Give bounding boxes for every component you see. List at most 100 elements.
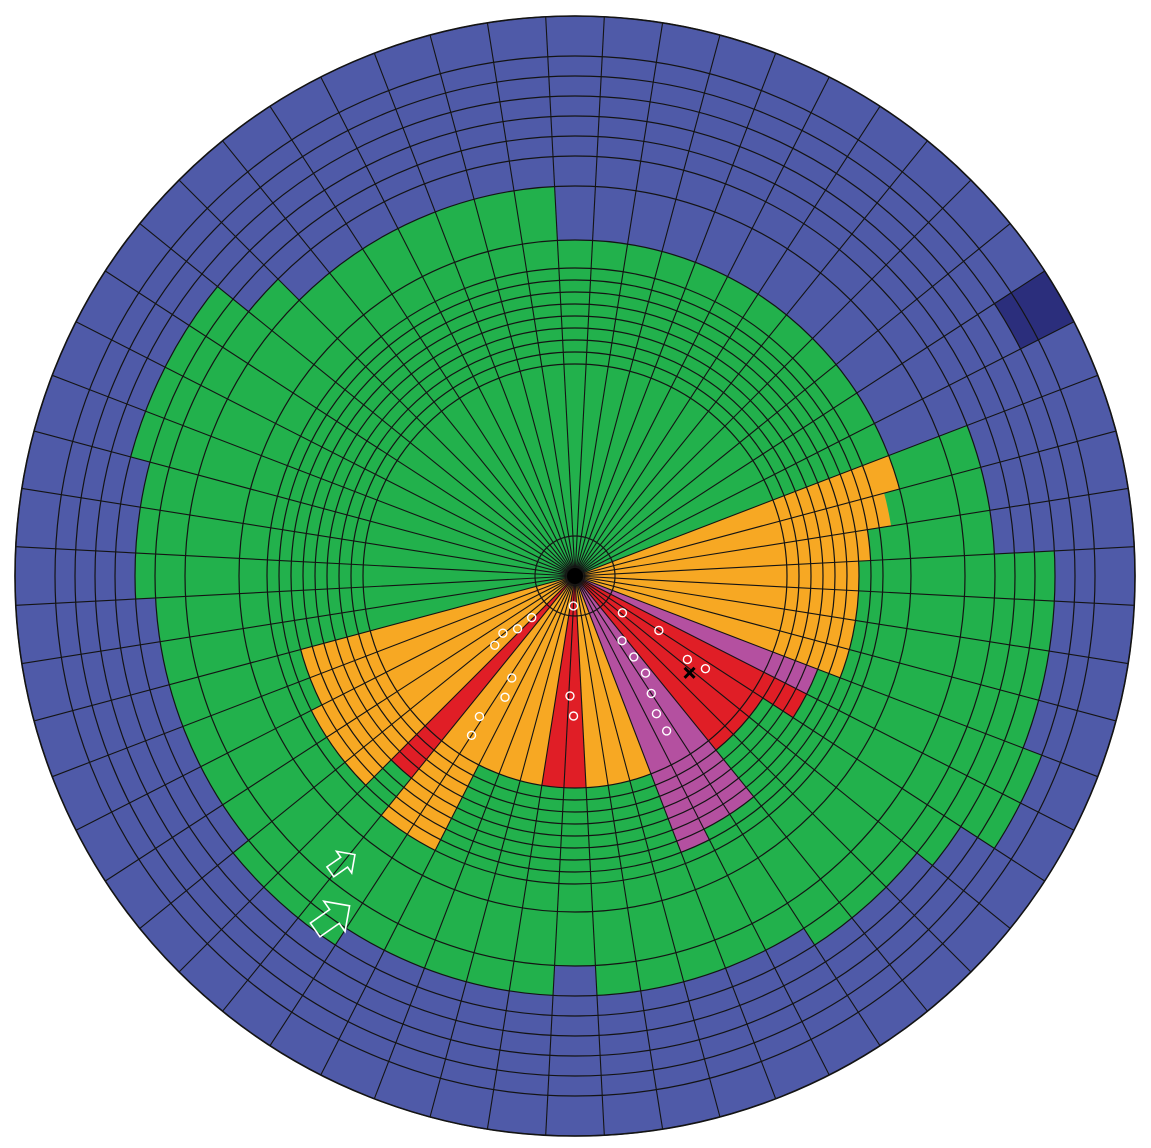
- radial-line-27: [574, 575, 777, 1100]
- radial-line-26: [574, 575, 830, 1076]
- outer-rim: [14, 15, 1136, 1137]
- radial-line-24: [574, 575, 928, 1012]
- radial-line-8: [574, 179, 972, 577]
- radial-line-12: [574, 374, 1099, 577]
- radial-line-3: [574, 34, 721, 577]
- arrow-shape-0: [325, 850, 356, 878]
- green-sector-54: [329, 248, 575, 577]
- radial-line-19: [574, 575, 1099, 778]
- band-6-sector-15: [575, 561, 859, 591]
- green-sector-8: [575, 338, 837, 576]
- marker-circle-19: [498, 628, 508, 638]
- radial-line-52: [139, 223, 576, 577]
- green-sector-51: [189, 286, 575, 576]
- arrow-marker-0: [325, 850, 356, 878]
- radial-line-51: [105, 270, 576, 577]
- radial-line-37: [222, 575, 576, 1012]
- ring-line-4: [338, 339, 812, 813]
- marker-circle-2: [640, 668, 651, 678]
- ring-line-15: [114, 115, 1036, 1037]
- radial-line-48: [33, 430, 576, 577]
- radial-line-11: [574, 321, 1075, 577]
- radial-line-0: [545, 16, 576, 577]
- radial-line-38: [178, 575, 576, 973]
- green-sector-55: [362, 228, 575, 577]
- ring-line-5: [326, 327, 824, 825]
- radial-line-25: [574, 575, 881, 1046]
- band-18-sector-41: [309, 576, 575, 705]
- band-2-sector-19: [575, 576, 818, 695]
- band-11-sector-33: [499, 576, 575, 781]
- green-sector-5: [575, 276, 758, 576]
- radial-line-32: [486, 575, 576, 1130]
- green-sector-9: [575, 364, 857, 576]
- special-cell-0: [994, 271, 1074, 350]
- ring-line-9: [278, 279, 872, 873]
- radial-line-13: [574, 430, 1117, 577]
- ring-line-12: [184, 185, 966, 967]
- center-hub: [567, 568, 583, 584]
- band-0-sector-20: [575, 576, 807, 718]
- band-15-sector-35: [407, 576, 575, 851]
- radial-line-21: [574, 575, 1045, 882]
- radial-line-1: [574, 16, 605, 577]
- radial-line-59: [486, 22, 576, 577]
- radial-line-20: [574, 575, 1075, 831]
- ring-line-2: [362, 363, 788, 789]
- marker-circle-13: [507, 673, 517, 683]
- ring-line-10: [266, 267, 884, 885]
- green-sector-52: [248, 279, 575, 576]
- radial-line-34: [373, 575, 576, 1100]
- radial-line-49: [51, 374, 576, 577]
- green-sector-10: [575, 393, 875, 576]
- green-sector-4: [575, 262, 728, 576]
- band-17-sector-38: [344, 576, 575, 786]
- marker-circle-5: [661, 726, 672, 736]
- ring-line-7: [302, 303, 848, 849]
- radial-line-58: [429, 34, 576, 577]
- green-sector-43: [160, 576, 575, 685]
- radial-line-54: [222, 140, 576, 577]
- radial-line-9: [574, 223, 1011, 577]
- ring-line-13: [154, 155, 996, 997]
- radial-line-44: [21, 575, 576, 665]
- radial-line-23: [574, 575, 972, 973]
- marker-circle-18: [512, 624, 523, 634]
- green-sector-48: [130, 411, 575, 576]
- ring-line-1: [534, 535, 616, 617]
- green-sector-56: [397, 211, 575, 577]
- ring-line-8: [290, 291, 860, 861]
- radial-line-22: [574, 575, 1011, 929]
- green-sector-47: [140, 462, 576, 576]
- band-10-sector-30: [563, 576, 587, 789]
- ring-line-3: [350, 351, 800, 801]
- band-15-sector-36: [381, 576, 575, 835]
- ring-line-18: [54, 55, 1096, 1097]
- band-6-sector-18: [575, 576, 850, 678]
- band-3-sector-24: [575, 576, 754, 815]
- radial-line-28: [574, 575, 721, 1118]
- green-sector-45: [135, 552, 575, 600]
- green-sector-6: [575, 294, 787, 576]
- radial-line-6: [574, 106, 881, 577]
- marker-circle-17: [526, 612, 537, 623]
- arrow-marker-1: [309, 900, 351, 938]
- band-17-sector-40: [311, 576, 575, 738]
- marker-circle-1: [629, 652, 639, 662]
- green-sector-50: [165, 325, 575, 576]
- ring-line-6: [314, 315, 836, 837]
- marker-circle-0: [617, 636, 627, 646]
- ring-line-17: [74, 75, 1076, 1077]
- radial-line-31: [545, 575, 576, 1136]
- green-sector-53: [299, 272, 575, 576]
- green-sector-49: [145, 367, 575, 576]
- band-18-sector-42: [300, 576, 575, 678]
- radial-line-53: [178, 179, 576, 577]
- marker-circle-9: [700, 663, 711, 674]
- marker-circle-3: [646, 688, 656, 699]
- marker-circle-4: [651, 709, 662, 719]
- band-13-sector-37: [391, 576, 575, 779]
- band-1-sector-23: [575, 576, 734, 751]
- radial-line-18: [574, 575, 1117, 722]
